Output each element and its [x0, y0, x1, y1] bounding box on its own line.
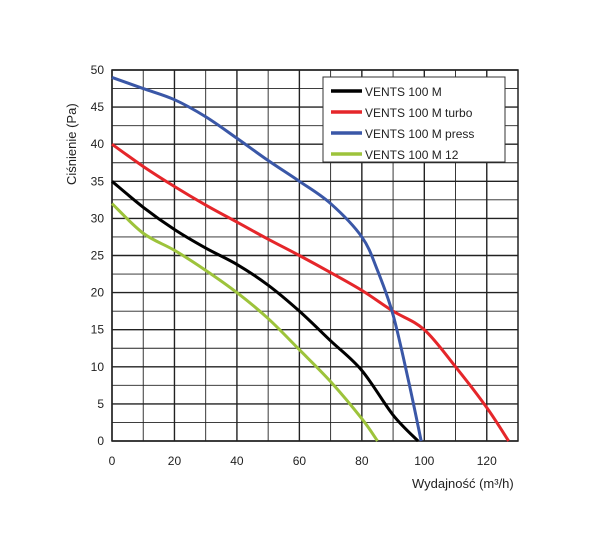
- y-tick-label: 40: [91, 137, 105, 151]
- x-tick-label: 60: [293, 454, 307, 468]
- series-line: [111, 180, 420, 443]
- x-tick-label: 0: [109, 454, 116, 468]
- x-tick-label: 120: [477, 454, 497, 468]
- x-axis-label: Wydajność (m³/h): [412, 476, 514, 491]
- y-tick-label: 50: [91, 63, 105, 77]
- x-tick-label: 100: [414, 454, 434, 468]
- series-line: [110, 202, 379, 442]
- y-tick-label: 10: [91, 360, 105, 374]
- y-tick-label: 5: [97, 397, 104, 411]
- legend: VENTS 100 M VENTS 100 M turbo VENTS 100 M …: [322, 76, 506, 163]
- y-tick-label: 30: [91, 211, 105, 225]
- y-tick-label: 45: [91, 100, 105, 114]
- x-tick-label: 40: [230, 454, 244, 468]
- legend-label: VENTS 100 M press: [365, 127, 474, 141]
- series-line: [111, 76, 423, 442]
- plot-frame: [111, 69, 519, 442]
- legend-label: VENTS 100 M: [365, 85, 442, 99]
- y-tick-label: 0: [97, 434, 104, 448]
- series-line: [111, 142, 510, 442]
- y-tick-label: 35: [91, 174, 105, 188]
- series-lines: [110, 76, 510, 443]
- x-tick-label: 80: [355, 454, 369, 468]
- y-tick-label: 20: [91, 286, 105, 300]
- y-tick-label: 25: [91, 249, 105, 263]
- y-tick-label: 15: [91, 323, 105, 337]
- legend-label: VENTS 100 M 12: [365, 148, 459, 162]
- x-tick-label: 20: [168, 454, 182, 468]
- y-axis-label: Ciśnienie (Pa): [64, 103, 79, 185]
- tick-labels: 0 20 40 60 80 100 120 0 5 10 15 20 25 30 35 40 45 50: [91, 63, 497, 468]
- legend-label: VENTS 100 M turbo: [365, 106, 473, 120]
